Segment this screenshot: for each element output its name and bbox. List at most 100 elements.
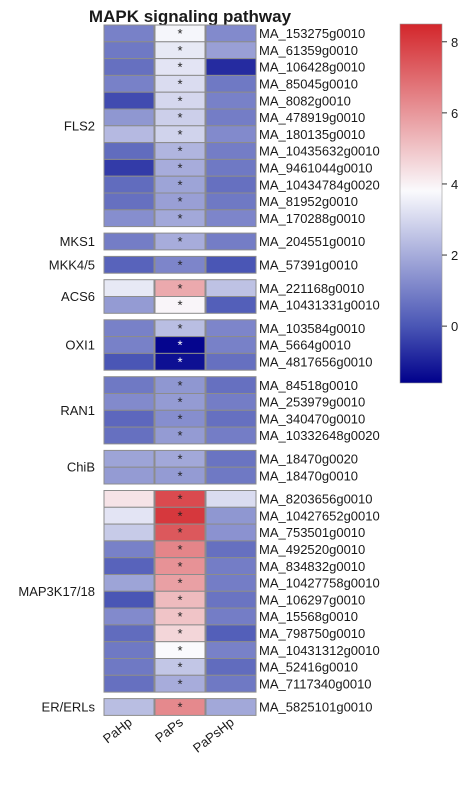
heatmap-cell <box>103 255 155 274</box>
heatmap-cell <box>205 209 257 228</box>
heatmap-cell <box>103 58 155 76</box>
gene-label: MA_10427758g0010 <box>259 576 380 591</box>
gene-label: MA_340470g0010 <box>259 411 365 426</box>
significance-star: * <box>177 378 182 393</box>
significance-star: * <box>177 77 182 92</box>
heatmap-cell <box>205 674 257 693</box>
gene-label: MA_8203656g0010 <box>259 492 373 507</box>
heatmap-cell <box>205 490 257 508</box>
heatmap-cell <box>205 192 257 211</box>
significance-star: * <box>177 428 182 443</box>
gene-label: MA_61359g0010 <box>259 43 358 58</box>
gene-label: MA_85045g0010 <box>259 77 358 92</box>
color-scale-tick-label: 4 <box>451 177 458 192</box>
heatmap-cell <box>103 523 155 542</box>
heatmap-cell <box>205 557 257 576</box>
heatmap-cell <box>205 658 257 676</box>
group-label: ChiB <box>67 460 95 475</box>
heatmap-cell <box>103 624 155 643</box>
significance-star: * <box>177 298 182 313</box>
significance-star: * <box>177 177 182 192</box>
significance-star: * <box>177 321 182 336</box>
group-label: OXI1 <box>65 338 95 353</box>
heatmap-cell <box>205 506 257 525</box>
gene-label: MA_103584g0010 <box>259 321 365 336</box>
heatmap-cell <box>205 232 257 251</box>
gene-label: MA_81952g0010 <box>259 194 358 209</box>
gene-label: MA_10427652g0010 <box>259 508 380 523</box>
heatmap-cell <box>103 319 155 338</box>
gene-label: MA_204551g0010 <box>259 234 365 249</box>
significance-star: * <box>177 492 182 507</box>
significance-star: * <box>177 626 182 641</box>
group-label: RAN1 <box>60 403 95 418</box>
significance-star: * <box>177 525 182 540</box>
heatmap-cell <box>103 209 155 228</box>
significance-star: * <box>177 281 182 296</box>
heatmap-cell <box>103 232 155 251</box>
heatmap-cell <box>103 409 155 428</box>
color-scale-bar: 0 2 4 6 8 <box>399 23 458 384</box>
gene-label: MA_180135g0010 <box>259 127 365 142</box>
significance-star: * <box>177 355 182 370</box>
heatmap-cell <box>103 506 155 525</box>
heatmap-cell <box>205 125 257 144</box>
heatmap-cell <box>205 590 257 609</box>
heatmap-cell <box>103 108 155 127</box>
heatmap-cell <box>205 607 257 626</box>
significance-star: * <box>177 60 182 75</box>
heatmap-cell <box>103 466 155 485</box>
gene-label: MA_57391g0010 <box>259 258 358 273</box>
heatmap-cell <box>205 574 257 592</box>
significance-star: * <box>177 559 182 574</box>
heatmap-cell <box>205 376 257 395</box>
heatmap-cell <box>205 449 257 468</box>
significance-star: * <box>177 110 182 125</box>
heatmap-cell <box>205 24 257 43</box>
gene-label: MA_253979g0010 <box>259 395 365 410</box>
heatmap-cell <box>205 74 257 93</box>
gene-label: MA_9461044g0010 <box>259 161 373 176</box>
gene-label: MA_18470g0010 <box>259 468 358 483</box>
heatmap-cell <box>103 698 155 716</box>
gene-label: MA_492520g0010 <box>259 542 365 557</box>
column-labels: PaHp PaPs PaPsHp <box>100 714 237 755</box>
color-scale-tick-label: 2 <box>451 248 458 263</box>
heatmap-cell <box>205 523 257 542</box>
heatmap-cell <box>205 279 257 298</box>
significance-star: * <box>177 643 182 658</box>
heatmap-cell <box>205 624 257 643</box>
heatmap-cell <box>103 574 155 592</box>
heatmap-cell <box>103 279 155 298</box>
heatmap-cell <box>103 74 155 93</box>
heatmap-cell <box>205 641 257 660</box>
group-label: MKK4/5 <box>49 257 95 272</box>
significance-star: * <box>177 676 182 691</box>
gene-label: MA_4817656g0010 <box>259 355 373 370</box>
heatmap-cell <box>103 352 155 371</box>
heatmap-cell <box>103 607 155 626</box>
heatmap-cell <box>103 125 155 144</box>
group-labels: FLS2 MKS1 MKK4/5 ACS6 OXI1 RAN1 ChiB MAP3K17/18… <box>18 118 95 714</box>
significance-star: * <box>177 508 182 523</box>
heatmap-cell <box>103 557 155 576</box>
heatmap-cell <box>103 24 155 43</box>
significance-star: * <box>177 93 182 108</box>
heatmap-cell <box>205 58 257 76</box>
gene-label: MA_5825101g0010 <box>259 700 373 715</box>
heatmap-cell <box>205 409 257 428</box>
gene-label: MA_10431312g0010 <box>259 643 380 658</box>
significance-star: * <box>177 161 182 176</box>
heatmap-cell <box>103 142 155 160</box>
heatmap-cell <box>205 426 257 445</box>
significance-star: * <box>177 542 182 557</box>
heatmap-cell <box>103 658 155 676</box>
heatmap-cell <box>205 466 257 485</box>
significance-star: * <box>177 411 182 426</box>
gene-label: MA_221168g0010 <box>259 281 364 296</box>
heatmap-cell <box>205 91 257 110</box>
significance-star: * <box>177 338 182 353</box>
color-scale-tick-label: 8 <box>451 35 458 50</box>
heatmap-cell <box>205 158 257 177</box>
